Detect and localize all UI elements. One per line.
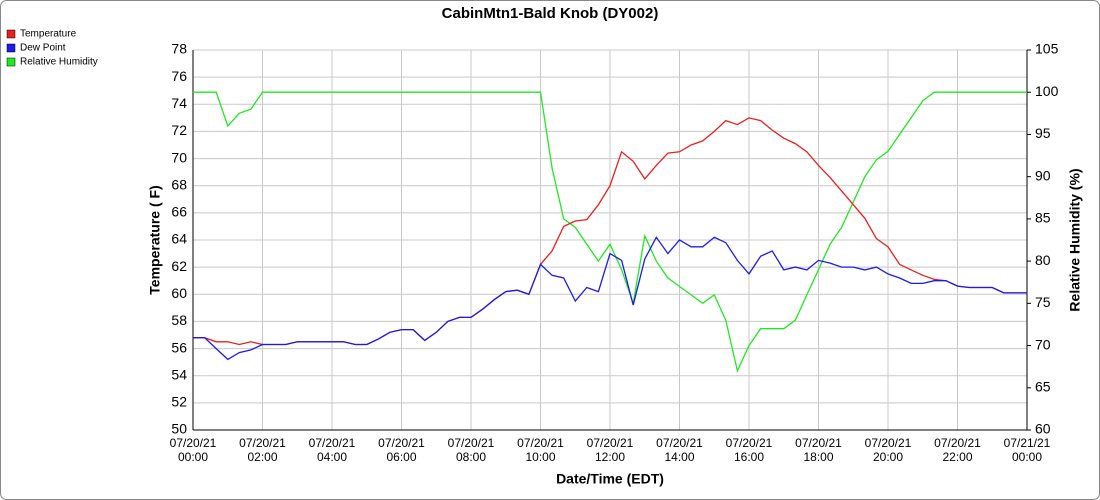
y-axis-title: Temperature ( F) <box>147 185 163 294</box>
y2-tick-label: 60 <box>1035 421 1051 437</box>
y2-tick-label: 70 <box>1035 336 1051 352</box>
x-tick-label: 07/20/21 08:00 <box>448 436 495 464</box>
y-tick-label: 58 <box>171 312 187 328</box>
x-tick-label: 07/20/21 00:00 <box>170 436 217 464</box>
x-tick-label: 07/20/21 14:00 <box>656 436 703 464</box>
y-tick-label: 74 <box>171 95 187 111</box>
x-tick-label: 07/20/21 02:00 <box>239 436 286 464</box>
x-tick-label: 07/20/21 04:00 <box>309 436 356 464</box>
legend-swatch <box>6 29 16 39</box>
x-tick-label: 07/20/21 10:00 <box>517 436 564 464</box>
legend-swatch <box>6 43 16 53</box>
y2-tick-label: 90 <box>1035 167 1051 183</box>
x-tick-label: 07/20/21 22:00 <box>934 436 981 464</box>
y-tick-label: 52 <box>171 394 187 410</box>
y2-tick-label: 65 <box>1035 378 1051 394</box>
y-tick-label: 64 <box>171 231 187 247</box>
legend-label: Dew Point <box>20 43 66 54</box>
y-tick-label: 72 <box>171 122 187 138</box>
x-tick-label: 07/20/21 18:00 <box>795 436 842 464</box>
y-tick-label: 76 <box>171 68 187 84</box>
y2-tick-label: 105 <box>1035 41 1059 57</box>
chart-title: CabinMtn1-Bald Knob (DY002) <box>442 5 659 22</box>
series-line <box>193 236 1027 361</box>
y2-axis-title: Relative Humidity (%) <box>1067 168 1083 311</box>
x-tick-label: 07/20/21 12:00 <box>587 436 634 464</box>
y-tick-label: 70 <box>171 149 187 165</box>
series-line <box>193 91 1027 373</box>
y-tick-label: 54 <box>171 366 187 382</box>
legend-label: Temperature <box>20 29 77 40</box>
y-tick-label: 66 <box>171 204 187 220</box>
legend-label: Relative Humidity <box>20 57 98 68</box>
y-tick-label: 68 <box>171 176 187 192</box>
y-tick-label: 56 <box>171 339 187 355</box>
y2-tick-label: 100 <box>1035 83 1059 99</box>
y2-tick-label: 80 <box>1035 252 1051 268</box>
x-tick-label: 07/21/21 00:00 <box>1004 436 1051 464</box>
y2-tick-label: 85 <box>1035 210 1051 226</box>
y-tick-label: 78 <box>171 41 187 57</box>
y2-tick-label: 95 <box>1035 125 1051 141</box>
y-tick-label: 60 <box>171 285 187 301</box>
y-tick-label: 50 <box>171 421 187 437</box>
x-tick-label: 07/20/21 16:00 <box>726 436 773 464</box>
x-tick-label: 07/20/21 20:00 <box>865 436 912 464</box>
y-tick-label: 62 <box>171 258 187 274</box>
legend-swatch <box>6 57 16 67</box>
x-axis-title: Date/Time (EDT) <box>556 471 664 487</box>
x-tick-label: 07/20/21 06:00 <box>378 436 425 464</box>
y2-tick-label: 75 <box>1035 294 1051 310</box>
